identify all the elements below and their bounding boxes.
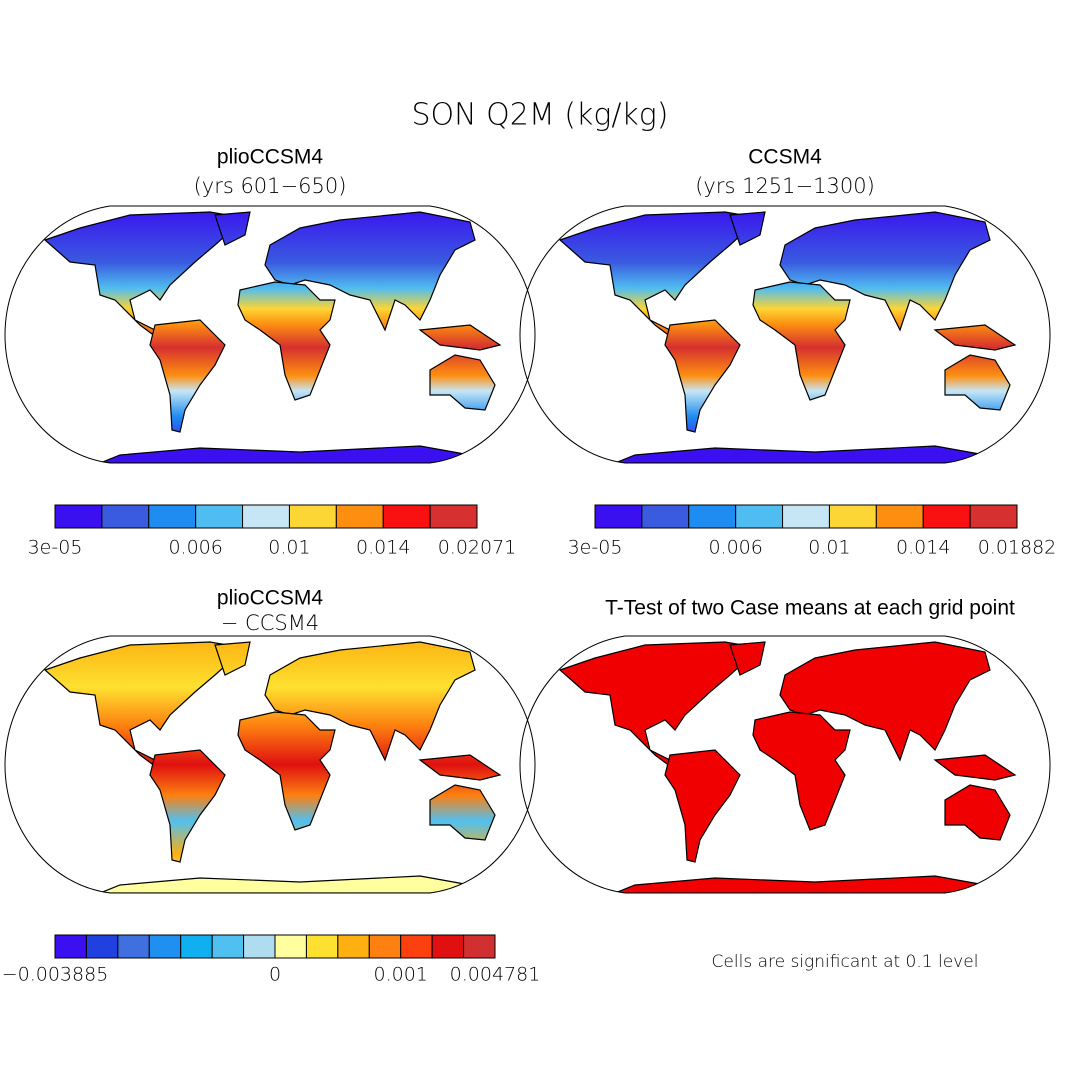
colorbar-box xyxy=(148,934,182,959)
colorbar-box xyxy=(782,504,830,529)
land xyxy=(559,211,1016,463)
land xyxy=(44,641,501,893)
panel-title: plioCCSM4 xyxy=(217,146,324,169)
panel-note: Cells are significant at 0.1 level xyxy=(712,952,979,972)
colorbar-box xyxy=(211,934,245,959)
colorbar-box xyxy=(969,504,1018,529)
colorbar-box xyxy=(429,504,478,529)
colorbar-box xyxy=(431,934,465,959)
colorbar-label: 0.004781 xyxy=(450,964,541,986)
colorbar-label: 3e-05 xyxy=(28,537,83,559)
colorbar-box xyxy=(85,934,119,959)
colorbar-label: 0.01 xyxy=(268,537,310,559)
colorbar-label: −0.003885 xyxy=(2,964,109,986)
colorbar-box xyxy=(242,504,290,529)
colorbar-box xyxy=(305,934,339,959)
colorbar-box xyxy=(54,504,103,529)
colorbar-box xyxy=(828,504,877,529)
colorbar-label: 0.014 xyxy=(896,537,950,559)
colorbar-label: 0 xyxy=(269,964,281,986)
colorbar-box xyxy=(335,504,384,529)
colorbar-label: 0.006 xyxy=(708,537,762,559)
colorbar-label: 0.02071 xyxy=(438,537,517,559)
colorbar-box xyxy=(243,934,276,959)
colorbar-box xyxy=(400,934,433,959)
colorbar-label: 0.006 xyxy=(168,537,222,559)
colorbar-box xyxy=(117,934,150,959)
colorbar-label: 0.01882 xyxy=(978,537,1057,559)
figure-title: SON Q2M (kg/kg) xyxy=(411,98,668,133)
colorbar-box xyxy=(274,934,307,959)
colorbar-label: 0.01 xyxy=(808,537,850,559)
colorbar-label: 3e-05 xyxy=(568,537,623,559)
colorbar-box xyxy=(368,934,402,959)
colorbar-box xyxy=(875,504,924,529)
colorbar-box xyxy=(195,504,244,529)
colorbar-box xyxy=(922,504,971,529)
panel-title: T-Test of two Case means at each grid po… xyxy=(605,597,1015,620)
colorbar-box xyxy=(180,934,213,959)
map-panel xyxy=(4,635,536,894)
colorbar-box xyxy=(101,504,150,529)
map-panel xyxy=(519,205,1051,464)
colorbar-box xyxy=(288,504,337,529)
panel-subtitle: (yrs 1251−1300) xyxy=(695,174,875,198)
panel-title: plioCCSM4 xyxy=(217,587,324,610)
colorbar-box xyxy=(641,504,690,529)
panel-title: CCSM4 xyxy=(748,146,822,169)
panel-subtitle: − CCSM4 xyxy=(221,611,319,635)
map-panel xyxy=(4,205,536,464)
colorbar-box xyxy=(148,504,197,529)
colorbar-box xyxy=(688,504,737,529)
land xyxy=(559,641,1016,893)
colorbar-box xyxy=(54,934,87,959)
colorbar-box xyxy=(382,504,431,529)
colorbar-box xyxy=(337,934,370,959)
colorbar-box xyxy=(735,504,784,529)
colorbar-box xyxy=(463,934,496,959)
colorbar-label: 0.014 xyxy=(356,537,410,559)
map-panel xyxy=(519,635,1051,894)
colorbar-label: 0.001 xyxy=(374,964,428,986)
land xyxy=(44,211,501,463)
colorbar-box xyxy=(594,504,643,529)
panel-subtitle: (yrs 601−650) xyxy=(194,174,347,198)
